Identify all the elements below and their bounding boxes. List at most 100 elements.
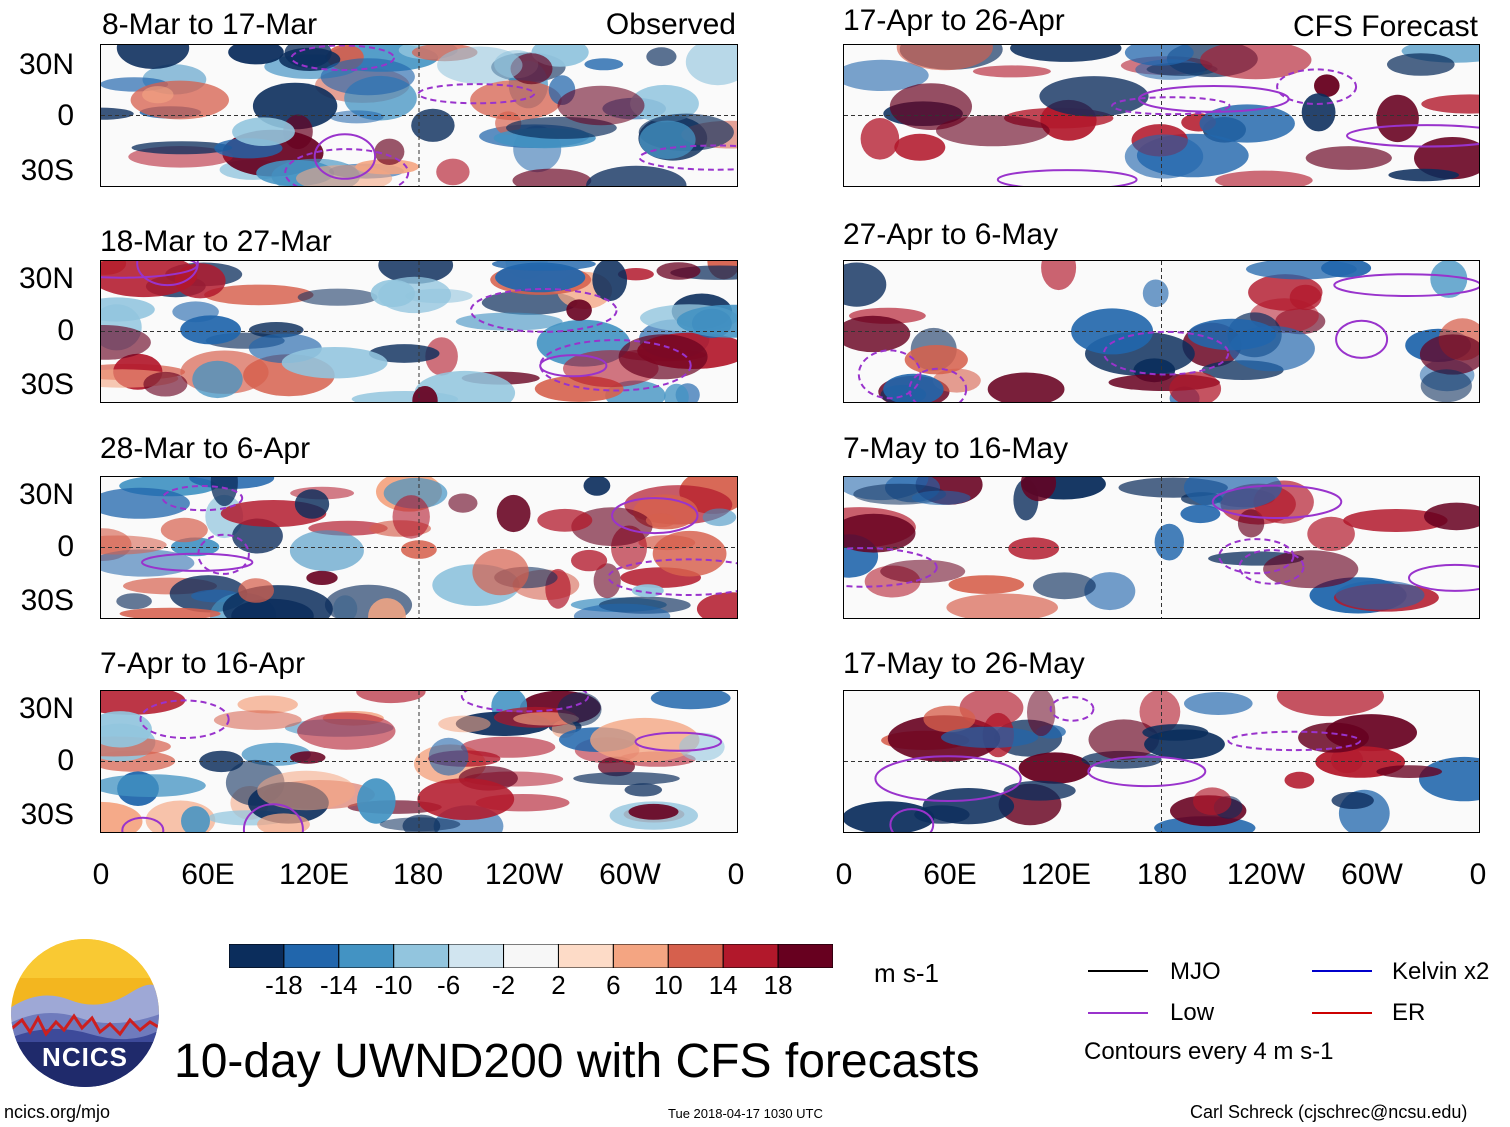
anomaly-blob	[946, 593, 1058, 618]
anomaly-blob	[192, 360, 243, 399]
low-contour	[1408, 563, 1479, 592]
lat-label: 30N	[18, 48, 74, 81]
anomaly-blob	[160, 517, 208, 543]
colorbar-swatch	[722, 944, 779, 968]
colorbar-tick-label: -14	[320, 970, 358, 1000]
anomaly-blob	[1200, 45, 1312, 80]
anomaly-blob	[566, 299, 592, 321]
lon-label: 120E	[278, 858, 350, 891]
low-contour	[539, 339, 692, 392]
low-contour	[313, 133, 377, 180]
anomaly-blob	[844, 262, 887, 307]
anomaly-blob	[1321, 261, 1372, 278]
anomaly-blob	[370, 279, 416, 308]
anomaly-blob	[880, 559, 966, 583]
anomaly-blob	[180, 315, 241, 345]
map-plot	[843, 476, 1480, 619]
anomaly-blob	[1421, 94, 1479, 114]
lat-label: 30N	[18, 692, 74, 725]
anomaly-blob	[1154, 523, 1184, 561]
low-contour	[1335, 319, 1389, 359]
anomaly-blob	[987, 372, 1065, 402]
anomaly-blob	[1033, 572, 1096, 600]
anomaly-blob	[679, 732, 725, 762]
anomaly-blob	[959, 691, 1024, 727]
anomaly-blob	[894, 133, 946, 161]
anomaly-blob	[972, 65, 1051, 78]
anomaly-blob	[1419, 334, 1479, 375]
anomaly-blob	[923, 705, 976, 733]
anomaly-blob	[1008, 537, 1060, 560]
anomaly-blob	[1263, 550, 1359, 589]
anomaly-blob	[472, 548, 529, 596]
low-contour	[140, 552, 254, 572]
map-plot	[843, 260, 1480, 403]
anomaly-blob	[1298, 722, 1369, 753]
anomaly-blob	[948, 575, 1025, 594]
lon-label: 0	[835, 858, 853, 891]
anomaly-blob	[1088, 719, 1160, 760]
anomaly-blob	[557, 692, 602, 727]
anomaly-blob	[425, 337, 458, 376]
anomaly-blob	[941, 726, 1039, 748]
low-contour	[889, 808, 935, 832]
anomaly-blob	[101, 261, 198, 298]
anomaly-blob	[237, 695, 298, 714]
colorbar-tick-label: 6	[606, 970, 621, 1000]
anomaly-blob	[438, 715, 491, 733]
anomaly-blob	[1169, 371, 1222, 402]
lon-label: 120E	[1020, 858, 1092, 891]
legend-label-low: Low	[1170, 999, 1215, 1026]
anomaly-blob	[368, 598, 406, 618]
panel-title: 7-Apr to 16-Apr	[100, 647, 306, 680]
low-contour	[460, 691, 590, 713]
colorbar-swatch	[777, 944, 833, 968]
anomaly-blob	[378, 261, 454, 284]
anomaly-blob	[437, 46, 523, 84]
anomaly-blob	[1420, 369, 1472, 402]
colorbar-tick-label: 18	[763, 970, 793, 1000]
low-contour	[242, 803, 304, 832]
anomaly-blob	[1305, 146, 1392, 170]
anomaly-blob	[685, 45, 737, 86]
anomaly-blob	[411, 108, 455, 142]
low-contour	[1238, 549, 1305, 585]
anomaly-blob	[101, 535, 167, 555]
anomaly-blob	[844, 801, 935, 832]
ncics-logo: NCICS	[10, 938, 160, 1088]
map-plot	[100, 44, 738, 187]
colorbar-tick-label: -6	[437, 970, 461, 1000]
anomaly-blob	[101, 711, 152, 748]
panel-title: 27-Apr to 6-May	[843, 218, 1059, 251]
anomaly-blob	[101, 774, 206, 797]
anomaly-blob	[586, 165, 687, 186]
colorbar-tick-label: 2	[551, 970, 566, 1000]
anomaly-blob	[696, 592, 737, 618]
anomaly-field	[844, 691, 1479, 832]
anomaly-blob	[592, 261, 628, 302]
anomaly-blob	[1289, 284, 1322, 311]
legend-line-er	[1312, 1012, 1372, 1014]
anomaly-blob	[618, 334, 708, 380]
anomaly-blob	[101, 107, 134, 120]
colorbar-tick-label: -2	[491, 970, 516, 1000]
colorbar-swatch	[448, 944, 505, 968]
low-contour	[634, 731, 723, 752]
lat-label: 30S	[20, 798, 74, 831]
panel-tag-observed: Observed	[605, 8, 736, 41]
anomaly-blob	[294, 489, 330, 519]
low-contour	[1111, 96, 1231, 116]
anomaly-blob	[1419, 756, 1479, 802]
panel-title: 28-Mar to 6-Apr	[100, 432, 311, 465]
panel-tag-forecast: CFS Forecast	[1292, 10, 1478, 43]
colorbar-swatch	[229, 944, 285, 968]
anomaly-blob	[1010, 45, 1122, 62]
anomaly-blob	[1307, 516, 1355, 551]
footer-url: ncics.org/mjo	[4, 1102, 111, 1122]
anomaly-field	[844, 261, 1479, 402]
anomaly-blob	[628, 803, 679, 820]
anomaly-blob	[232, 518, 283, 554]
anomaly-blob	[1414, 137, 1479, 180]
anomaly-blob	[1146, 62, 1218, 76]
anomaly-blob	[844, 513, 916, 553]
